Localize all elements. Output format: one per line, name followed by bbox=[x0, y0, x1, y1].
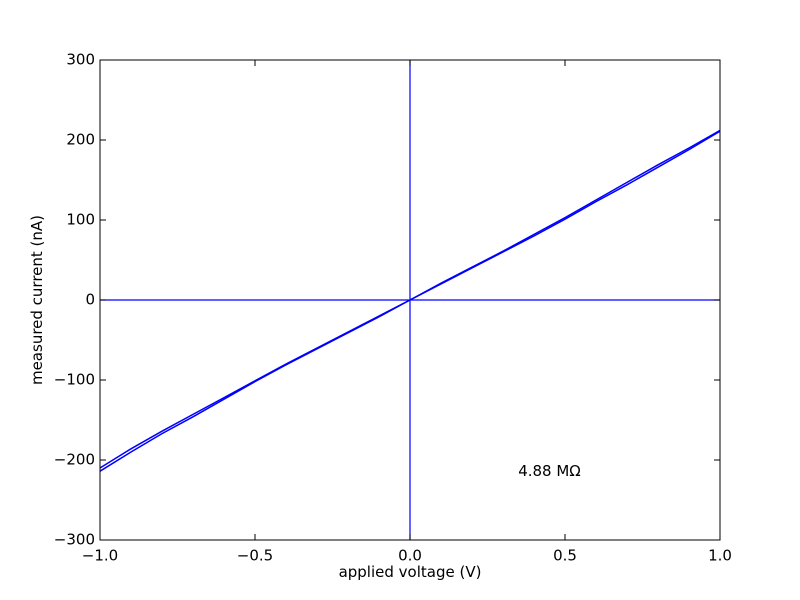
y-tick-label: 200 bbox=[66, 131, 95, 149]
x-tick-label: −0.5 bbox=[237, 547, 273, 565]
x-tick-label: 0.0 bbox=[398, 547, 422, 565]
x-tick-label: 1.0 bbox=[708, 547, 732, 565]
y-tick-label: 300 bbox=[66, 51, 95, 69]
x-tick-label: 0.5 bbox=[553, 547, 577, 565]
y-tick-label: −200 bbox=[54, 451, 95, 469]
y-tick-label: 0 bbox=[85, 291, 95, 309]
x-tick-label: −1.0 bbox=[82, 547, 118, 565]
resistance-annotation: 4.88 MΩ bbox=[518, 462, 581, 480]
y-tick-label: −300 bbox=[54, 531, 95, 549]
plot-content bbox=[99, 60, 721, 540]
y-tick-label: −100 bbox=[54, 371, 95, 389]
y-axis-label: measured current (nA) bbox=[28, 215, 46, 385]
iv-sweep-line-2 bbox=[99, 129, 721, 472]
y-tick-label: 100 bbox=[66, 211, 95, 229]
x-axis-label: applied voltage (V) bbox=[339, 563, 482, 581]
axis-ticks: −1.0 −0.5 0.0 0.5 1.0 −300 −200 −100 0 100 200 300 bbox=[54, 51, 732, 565]
